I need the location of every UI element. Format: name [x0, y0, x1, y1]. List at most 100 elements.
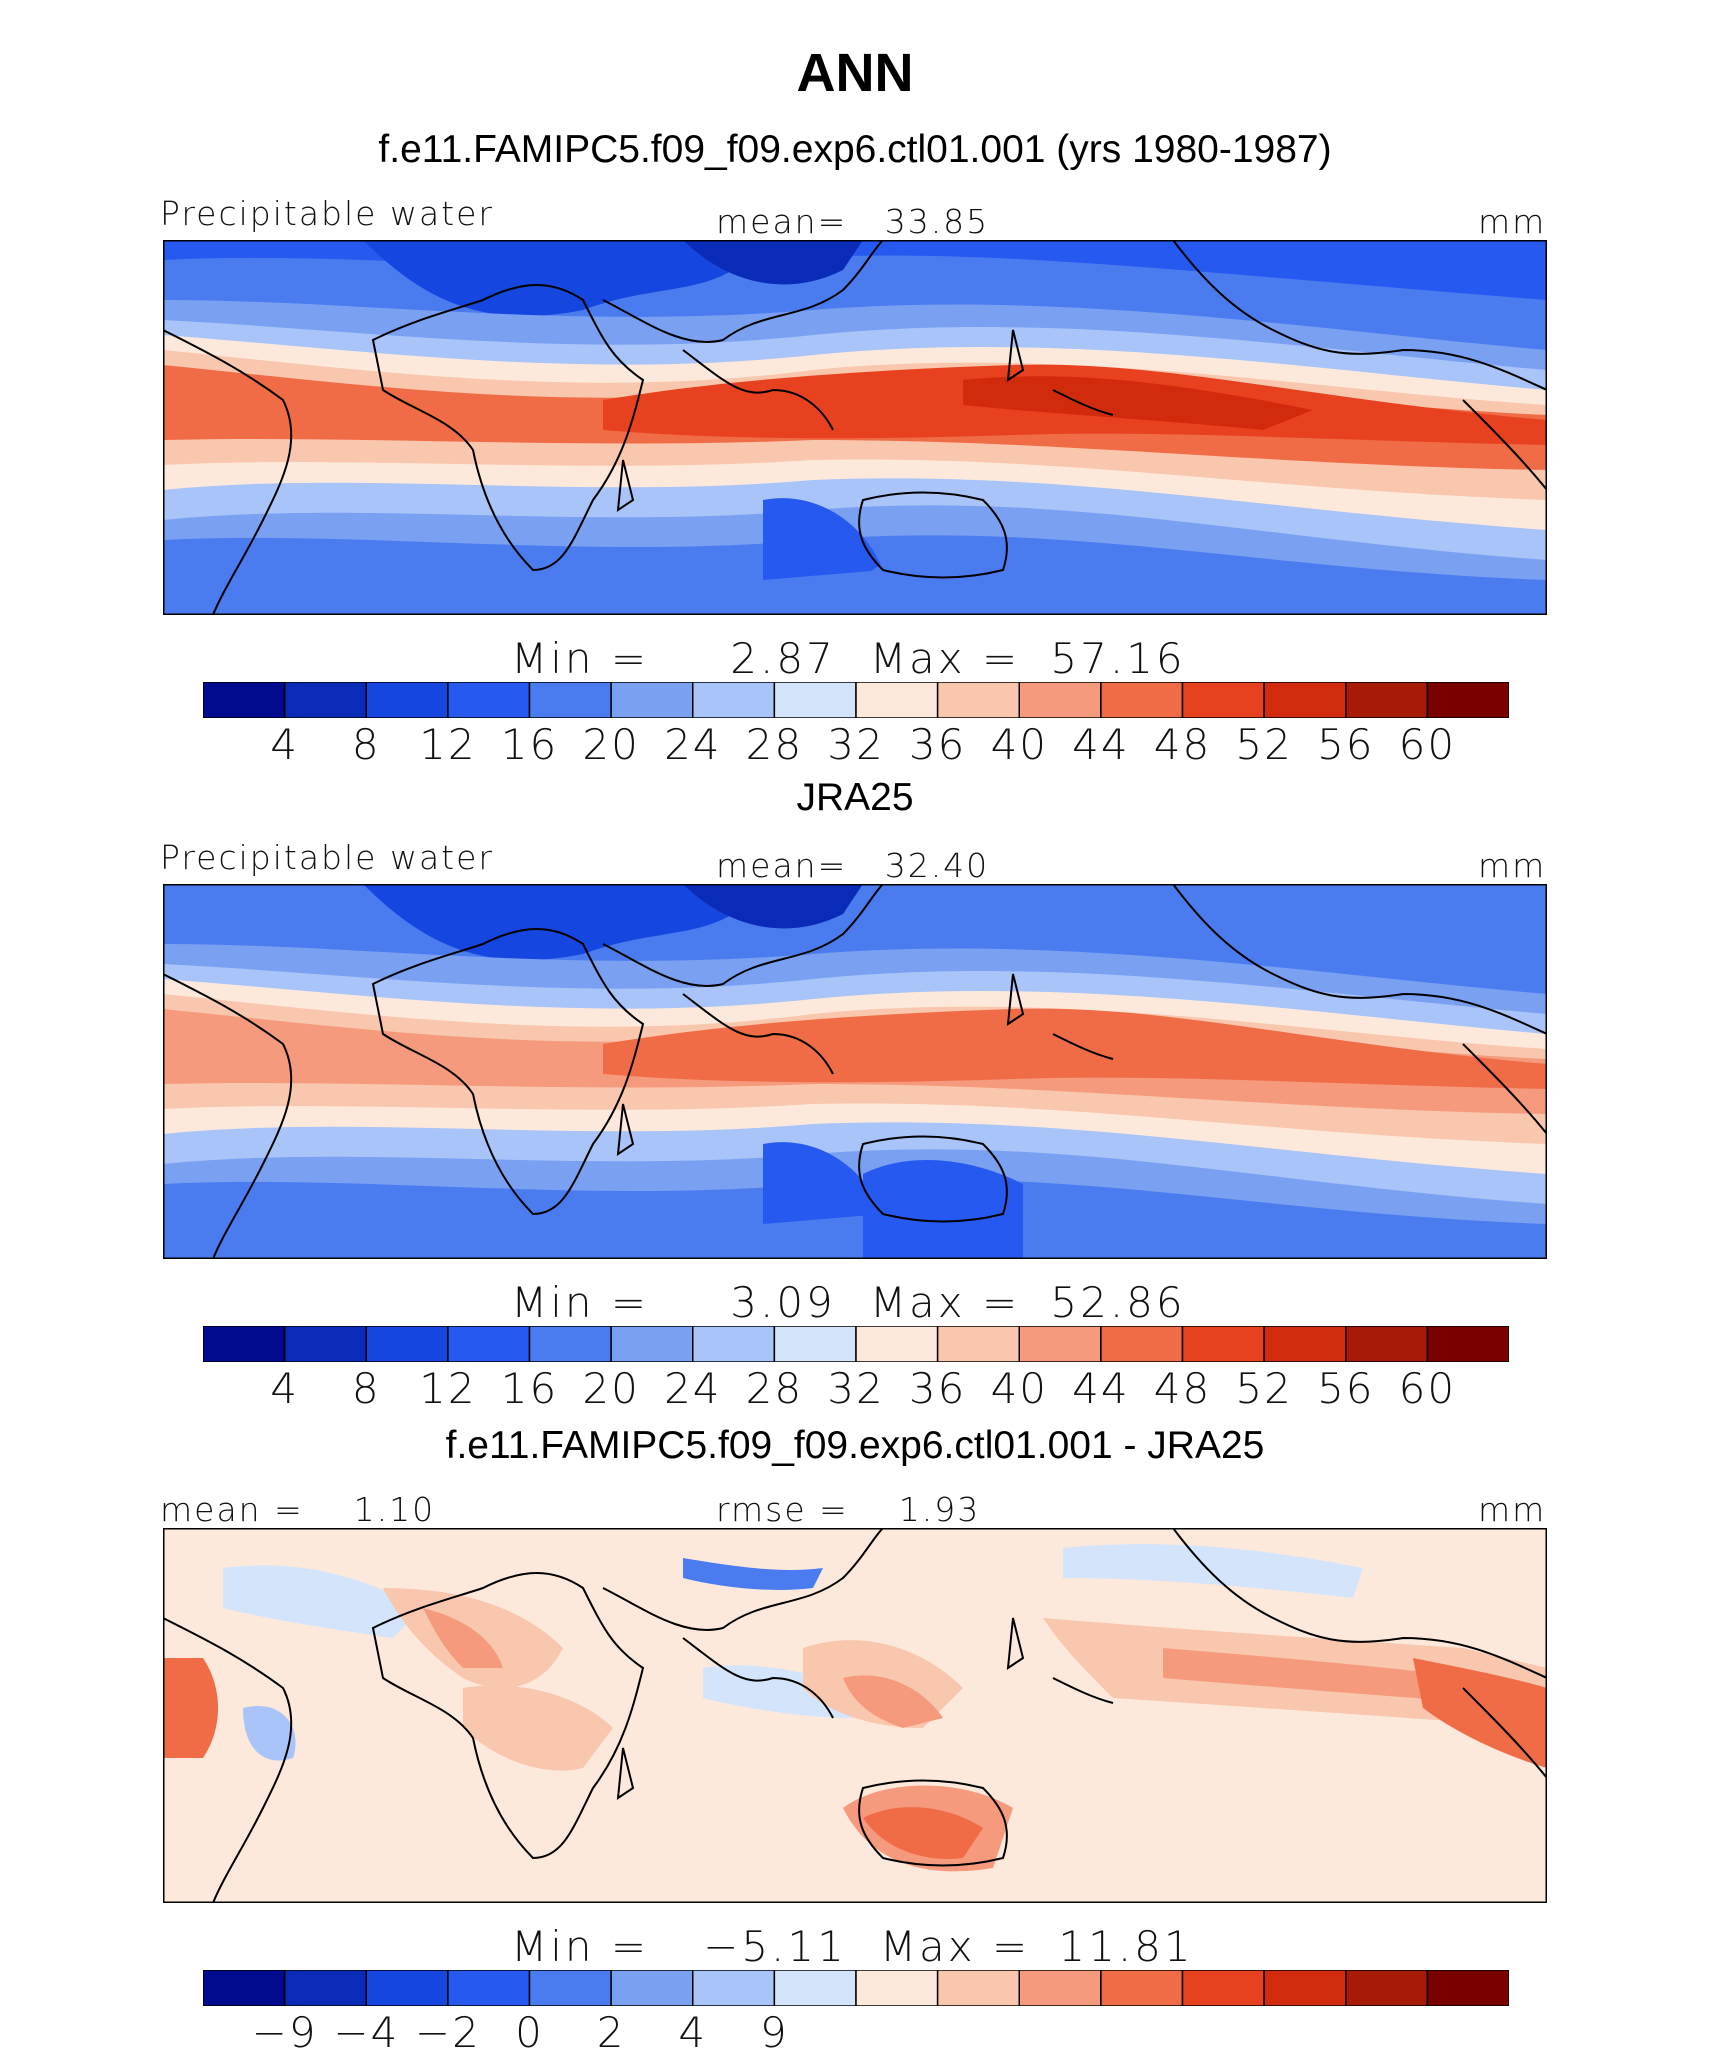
colorbar-tick-label: 20	[582, 1364, 640, 1413]
panel-2-max-value: 52.86	[1050, 1278, 1186, 1327]
colorbar-box	[365, 1970, 449, 2006]
colorbar-tick-label: 4	[270, 720, 299, 769]
colorbar-tick-label: 40	[990, 1364, 1049, 1413]
colorbar-box	[1345, 1970, 1429, 2006]
panel-1-units-label: mm	[1478, 202, 1547, 241]
panel-2-max-label: Max =	[869, 1278, 1021, 1327]
colorbar-tick-label: 40	[990, 720, 1049, 769]
colorbar-tick-label: 48	[1153, 720, 1212, 769]
colorbar-box	[855, 1326, 939, 1362]
colorbar-tick-label: 2	[596, 2008, 626, 2057]
panel-2-colorbar	[203, 1326, 1509, 1362]
colorbar-box	[283, 1326, 368, 1362]
colorbar-box	[203, 1970, 286, 2006]
colorbar-box	[855, 1970, 939, 2006]
colorbar-box	[936, 1326, 1021, 1362]
colorbar-box	[1181, 682, 1265, 718]
colorbar-tick-label: 44	[1072, 720, 1130, 769]
colorbar-box	[283, 1970, 368, 2006]
colorbar-tick-label: 32	[827, 720, 885, 769]
colorbar-box	[610, 1326, 694, 1362]
colorbar-tick-label: 56	[1317, 720, 1375, 769]
colorbar-box	[1263, 682, 1347, 718]
colorbar-box	[447, 682, 531, 718]
colorbar-box	[1018, 1970, 1102, 2006]
colorbar-box	[528, 1326, 612, 1362]
colorbar-box	[447, 1970, 531, 2006]
colorbar-box	[610, 1970, 694, 2006]
panel-1-title: f.e11.FAMIPC5.f09_f09.exp6.ctl01.001 (yr…	[378, 128, 1332, 171]
colorbar-box	[773, 682, 857, 718]
colorbar-tick-label: 8	[351, 1364, 381, 1413]
colorbar-tick-label: 12	[419, 720, 477, 769]
colorbar-tick-label: 56	[1317, 1364, 1375, 1413]
colorbar-tick-label: 48	[1153, 1364, 1212, 1413]
colorbar-box	[203, 682, 286, 718]
panel-3-colorbar	[203, 1970, 1509, 2006]
colorbar-box	[936, 682, 1021, 718]
panel-2-variable-label: Precipitable water	[160, 838, 494, 877]
colorbar-tick-label: −2	[414, 2008, 481, 2057]
colorbar-box	[1181, 1970, 1265, 2006]
colorbar-tick-label: 4	[678, 2008, 708, 2057]
panel-3-min-value: −5.11	[703, 1922, 847, 1971]
panel-1-max-label: Max =	[869, 634, 1021, 683]
colorbar-box	[528, 682, 612, 718]
colorbar-tick-label: 44	[1072, 1364, 1130, 1413]
panel-1-min-label: Min =	[510, 634, 650, 683]
panel-1-colorbar	[203, 682, 1509, 718]
colorbar-box	[1018, 682, 1102, 718]
colorbar-box	[1263, 1970, 1347, 2006]
colorbar-box	[283, 682, 368, 718]
colorbar-tick-label: 0	[515, 2008, 544, 2057]
colorbar-box	[1181, 1326, 1265, 1362]
panel-1-map	[163, 240, 1547, 615]
colorbar-tick-label: 52	[1235, 1364, 1293, 1413]
panel-3-min-label: Min =	[510, 1922, 650, 1971]
colorbar-box	[365, 682, 449, 718]
panel-2-map	[163, 884, 1547, 1259]
colorbar-box	[1100, 1326, 1184, 1362]
colorbar-tick-label: 60	[1398, 1364, 1457, 1413]
panel-1-min-value: 2.87	[730, 634, 836, 683]
colorbar-tick-label: 36	[908, 1364, 967, 1413]
panel-3-title: f.e11.FAMIPC5.f09_f09.exp6.ctl01.001 - J…	[445, 1424, 1265, 1467]
colorbar-tick-label: −4	[333, 2008, 400, 2057]
colorbar-tick-label: 32	[827, 1364, 885, 1413]
colorbar-tick-label: −9	[251, 2008, 318, 2057]
panel-3-max-value: 11.81	[1058, 1922, 1194, 1971]
panel-3-map	[163, 1528, 1547, 1903]
colorbar-box	[1345, 682, 1429, 718]
panel-2-title: JRA25	[796, 776, 914, 819]
colorbar-tick-label: 28	[745, 720, 804, 769]
colorbar-box	[1100, 1970, 1184, 2006]
panel-3-max-label: Max =	[879, 1922, 1031, 1971]
colorbar-box	[610, 682, 694, 718]
colorbar-tick-label: 16	[500, 1364, 559, 1413]
colorbar-tick-label: 16	[500, 720, 559, 769]
panel-2-min-value: 3.09	[730, 1278, 836, 1327]
colorbar-box	[692, 1326, 776, 1362]
colorbar-box	[1426, 1326, 1509, 1362]
colorbar-tick-label: 12	[419, 1364, 477, 1413]
colorbar-box	[528, 1970, 612, 2006]
colorbar-tick-label: 36	[908, 720, 967, 769]
colorbar-box	[1345, 1326, 1429, 1362]
panel-3-units-label: mm	[1478, 1490, 1547, 1529]
figure-title: ANN	[796, 43, 914, 103]
colorbar-tick-label: 9	[760, 2008, 789, 2057]
panel-1-max-value: 57.16	[1050, 634, 1186, 683]
colorbar-box	[1263, 1326, 1347, 1362]
colorbar-tick-label: 24	[664, 720, 722, 769]
panel-2-units-label: mm	[1478, 846, 1547, 885]
panel-3-rmse-label: rmse = 1.93	[716, 1490, 981, 1529]
colorbar-box	[1018, 1326, 1102, 1362]
colorbar-box	[855, 682, 939, 718]
colorbar-box	[692, 682, 776, 718]
colorbar-box	[1426, 1970, 1509, 2006]
colorbar-tick-label: 60	[1398, 720, 1457, 769]
panel-1-mean-label: mean= 33.85	[716, 202, 990, 241]
panel-3-mean-label: mean = 1.10	[160, 1490, 436, 1529]
panel-2-mean-label: mean= 32.40	[716, 846, 990, 885]
colorbar-box	[1426, 682, 1509, 718]
